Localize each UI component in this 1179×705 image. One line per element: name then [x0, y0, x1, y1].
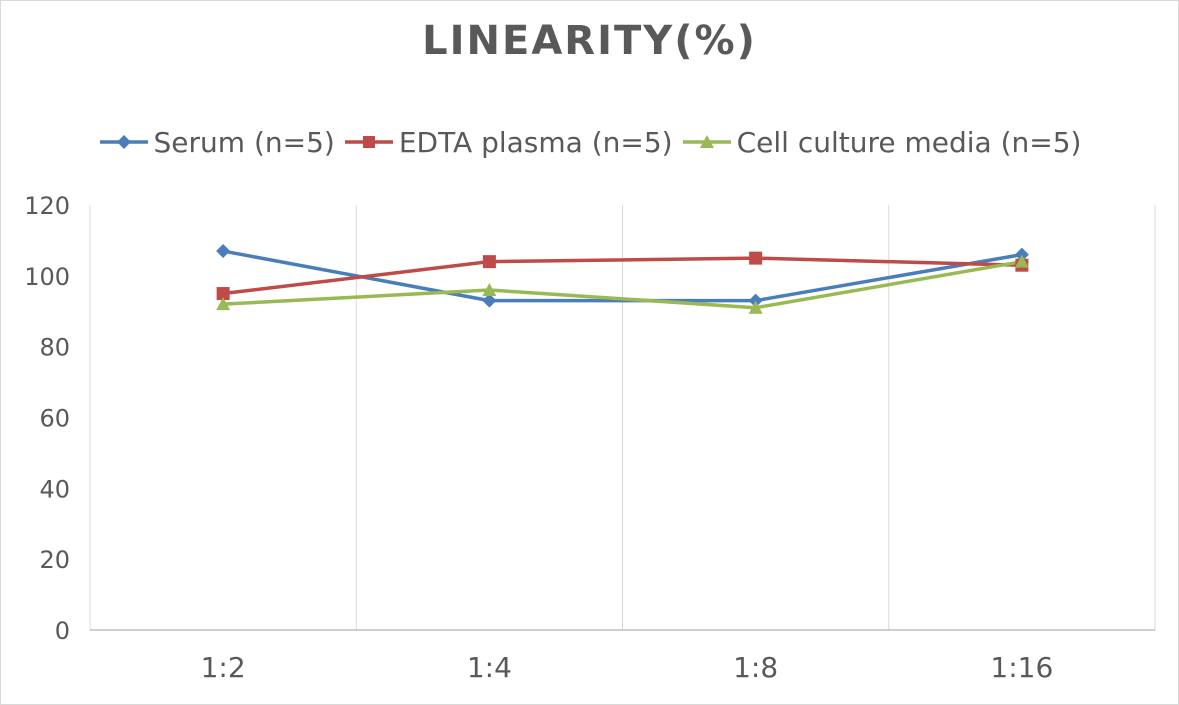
legend-marker-cell-culture-media — [682, 135, 731, 148]
data-point-square — [749, 251, 763, 265]
data-point-square — [216, 287, 230, 301]
data-point-diamond — [1014, 247, 1029, 262]
legend-entry-cell-culture-media: Cell culture media (n=5) — [681, 125, 1082, 159]
chart-title: LINEARITY(%) — [422, 18, 757, 64]
data-point-triangle — [482, 283, 497, 296]
legend-entry-serum: Serum (n=5) — [98, 126, 335, 159]
x-tick-label: 1:8 — [733, 651, 778, 684]
y-tick-label: 80 — [39, 334, 70, 362]
legend-label-edta-plasma: EDTA plasma (n=5) — [398, 125, 673, 159]
series-line-2 — [223, 259, 1023, 310]
data-point-diamond — [482, 293, 497, 308]
y-tick-label: 100 — [24, 263, 70, 291]
x-tick-label: 1:16 — [990, 651, 1053, 684]
series-line-0 — [222, 249, 1023, 303]
y-tick-label: 120 — [24, 192, 70, 220]
data-point-diamond — [748, 293, 763, 308]
y-tick-label: 60 — [39, 405, 70, 433]
data-point-triangle — [1014, 254, 1029, 268]
data-point-square — [482, 255, 496, 269]
data-point-diamond — [216, 244, 231, 259]
legend-entry-edta-plasma: EDTA plasma (n=5) — [343, 126, 673, 159]
y-tick-label: 40 — [39, 475, 70, 503]
y-tick-label: 0 — [55, 617, 70, 645]
x-tick-label: 1:2 — [201, 651, 246, 684]
data-point-triangle — [748, 300, 763, 314]
legend: Serum (n=5) EDTA plasma (n=5) Cell cultu… — [0, 122, 1179, 162]
series-line-1 — [222, 256, 1022, 296]
legend-marker-edta-plasma — [344, 136, 393, 148]
y-tick-label: 20 — [39, 546, 70, 574]
data-point-triangle — [216, 297, 231, 311]
legend-label-serum: Serum (n=5) — [153, 125, 335, 159]
x-tick-label: 1:4 — [467, 651, 512, 684]
legend-marker-serum — [99, 135, 148, 149]
legend-label-cell-culture-media: Cell culture media (n=5) — [736, 125, 1082, 159]
